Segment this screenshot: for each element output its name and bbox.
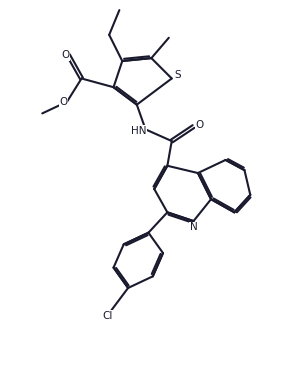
- Text: Cl: Cl: [103, 311, 113, 320]
- Text: O: O: [196, 120, 204, 130]
- Text: HN: HN: [131, 126, 147, 136]
- Text: O: O: [61, 50, 70, 60]
- Text: N: N: [190, 223, 198, 232]
- Text: S: S: [174, 70, 181, 80]
- Text: O: O: [59, 97, 68, 107]
